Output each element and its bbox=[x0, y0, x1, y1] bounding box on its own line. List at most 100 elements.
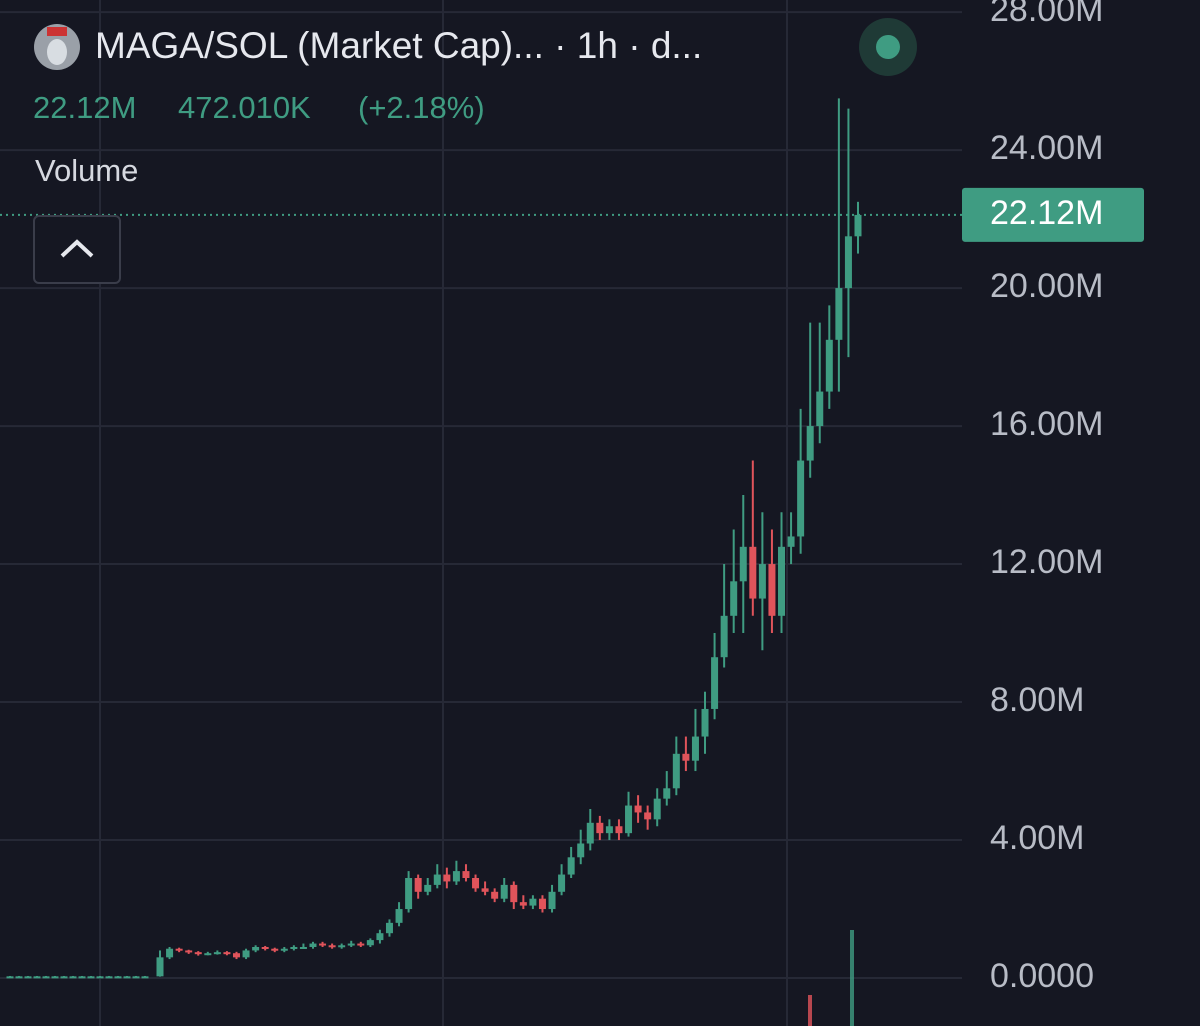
volume-bar bbox=[808, 995, 812, 1026]
candle-body bbox=[806, 426, 814, 461]
candle-body bbox=[232, 953, 240, 958]
chevron-icon bbox=[60, 239, 94, 258]
candle-body bbox=[194, 952, 202, 955]
candle-body bbox=[816, 391, 824, 427]
symbol-title[interactable]: MAGA/SOL (Market Cap)... · 1h · d... bbox=[95, 25, 702, 66]
candle-body bbox=[132, 976, 140, 979]
candle-body bbox=[452, 871, 460, 882]
candle-body bbox=[758, 564, 766, 599]
y-tick-label: 4.00M bbox=[990, 819, 1085, 857]
candle-body bbox=[519, 902, 527, 906]
candle-body bbox=[644, 812, 652, 820]
last-price-label: 22.12M bbox=[990, 194, 1103, 232]
candle-body bbox=[577, 843, 585, 858]
candle-body bbox=[414, 877, 422, 892]
candle-body bbox=[213, 952, 221, 955]
candle-body bbox=[778, 546, 786, 616]
y-tick-label: 16.00M bbox=[990, 405, 1103, 443]
candle-body bbox=[290, 946, 298, 949]
candle-body bbox=[175, 948, 183, 951]
collapse-button[interactable] bbox=[33, 215, 121, 284]
candle-body bbox=[586, 822, 594, 844]
volume-bar bbox=[850, 930, 854, 1026]
candle-body bbox=[682, 753, 690, 761]
candle-body bbox=[825, 339, 833, 392]
candle-body bbox=[271, 948, 279, 951]
candle-body bbox=[653, 798, 661, 820]
candle-body bbox=[424, 884, 432, 892]
candle-body bbox=[462, 871, 470, 878]
candle-body bbox=[51, 976, 59, 979]
candle-body bbox=[538, 898, 546, 910]
candle-body bbox=[15, 976, 23, 979]
candle-body bbox=[405, 877, 413, 910]
avatar-face bbox=[47, 39, 67, 65]
candle-body bbox=[261, 946, 269, 949]
candle-body bbox=[787, 536, 795, 547]
candle-body bbox=[739, 546, 747, 582]
candle-body bbox=[615, 826, 623, 834]
candle-body bbox=[366, 940, 374, 946]
candle-body bbox=[605, 826, 613, 834]
candle-body bbox=[701, 708, 709, 737]
candle-body bbox=[357, 943, 365, 946]
candle-body bbox=[548, 891, 556, 910]
candle-body bbox=[711, 657, 719, 709]
candle-body bbox=[385, 922, 393, 934]
candle-body bbox=[338, 945, 346, 948]
y-tick-label: 0.0000 bbox=[990, 957, 1094, 995]
candle-body bbox=[625, 805, 633, 834]
candle-body bbox=[6, 976, 14, 979]
candle-body bbox=[114, 976, 122, 979]
candle-body bbox=[500, 884, 508, 899]
candle-body bbox=[319, 943, 327, 946]
candle-body bbox=[472, 877, 480, 889]
candle-body bbox=[797, 460, 805, 537]
price: 22.12M bbox=[33, 90, 136, 125]
candle-body bbox=[481, 888, 489, 892]
indicator-label[interactable]: Volume bbox=[35, 153, 138, 188]
candle-body bbox=[720, 615, 728, 658]
candle-body bbox=[166, 948, 174, 958]
candle-body bbox=[510, 884, 518, 903]
candle-body bbox=[96, 976, 104, 979]
candle-body bbox=[443, 874, 451, 882]
last-price-box bbox=[962, 187, 1144, 242]
change: 472.010K bbox=[178, 90, 311, 125]
candle-body bbox=[280, 948, 288, 951]
candle-body bbox=[558, 874, 566, 892]
candle-body bbox=[395, 909, 403, 923]
candle-body bbox=[567, 857, 575, 875]
candle-body bbox=[328, 945, 336, 948]
candle-body bbox=[204, 953, 212, 956]
candle-body bbox=[223, 952, 231, 955]
candle-body bbox=[78, 976, 86, 979]
candle-body bbox=[844, 236, 852, 289]
grid bbox=[0, 0, 962, 1026]
candle-body bbox=[347, 943, 355, 946]
y-axis: 0.0000 4.00M 8.00M 12.00M 16.00M 20.00M 24.00M… bbox=[962, 0, 1144, 995]
candle-body bbox=[123, 976, 131, 979]
candle-body bbox=[87, 976, 95, 979]
candle-body bbox=[529, 898, 537, 906]
y-tick-label: 20.00M bbox=[990, 267, 1103, 305]
candle-body bbox=[141, 976, 149, 979]
change-pct: (+2.18%) bbox=[358, 90, 485, 125]
y-tick-label: 8.00M bbox=[990, 681, 1085, 719]
candle-body bbox=[185, 950, 193, 953]
candle-body bbox=[691, 736, 699, 761]
candle-body bbox=[24, 976, 32, 979]
avatar-hat bbox=[47, 27, 67, 36]
header: MAGA/SOL (Market Cap)... · 1h · d... 22.… bbox=[33, 18, 917, 284]
candle-body bbox=[663, 788, 671, 799]
candle-body bbox=[768, 564, 776, 616]
candle-body bbox=[299, 946, 307, 949]
candle-body bbox=[376, 933, 384, 941]
candle-body bbox=[835, 288, 843, 340]
status-dot bbox=[876, 35, 900, 59]
candle-body bbox=[60, 976, 68, 979]
candle-body bbox=[749, 546, 757, 599]
candle-body bbox=[156, 957, 164, 977]
candle-body bbox=[69, 976, 77, 979]
y-tick-label: 12.00M bbox=[990, 543, 1103, 581]
